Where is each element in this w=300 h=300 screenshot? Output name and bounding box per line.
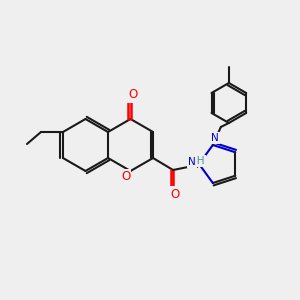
Text: N: N (211, 133, 219, 143)
Text: O: O (128, 88, 137, 101)
Text: NH: NH (189, 156, 205, 166)
Text: O: O (170, 188, 180, 200)
Text: N: N (188, 157, 196, 167)
Text: O: O (121, 170, 130, 184)
